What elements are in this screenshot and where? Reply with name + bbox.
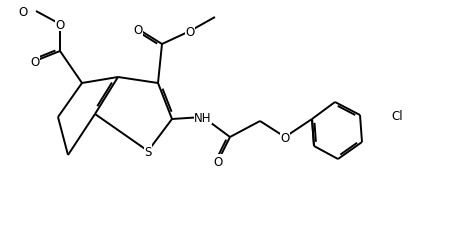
Text: O: O bbox=[55, 18, 65, 31]
Text: O: O bbox=[185, 25, 195, 38]
Text: O: O bbox=[213, 155, 223, 168]
Text: Cl: Cl bbox=[391, 109, 403, 122]
Text: O: O bbox=[19, 5, 28, 18]
Text: O: O bbox=[30, 55, 40, 68]
Text: NH: NH bbox=[194, 111, 212, 124]
Text: O: O bbox=[280, 131, 289, 144]
Text: O: O bbox=[133, 23, 142, 36]
Text: S: S bbox=[144, 145, 152, 158]
